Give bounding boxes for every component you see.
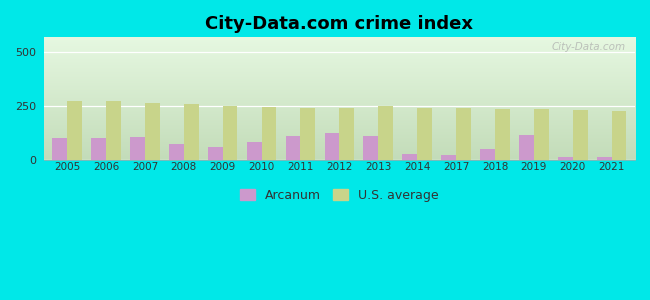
Legend: Arcanum, U.S. average: Arcanum, U.S. average <box>235 184 444 207</box>
Bar <box>145 103 160 160</box>
Bar <box>378 106 393 160</box>
Bar <box>558 157 573 160</box>
Bar <box>130 137 145 160</box>
Bar <box>534 110 549 160</box>
Bar <box>480 149 495 160</box>
Bar <box>402 154 417 160</box>
Bar <box>417 108 432 160</box>
Bar <box>456 108 471 160</box>
Bar <box>300 108 315 160</box>
Bar <box>52 138 67 160</box>
Bar <box>573 110 588 160</box>
Bar <box>324 134 339 160</box>
Bar <box>612 111 627 160</box>
Text: City-Data.com: City-Data.com <box>552 42 626 52</box>
Bar <box>184 104 198 160</box>
Bar <box>67 101 82 160</box>
Bar <box>363 136 378 160</box>
Bar <box>286 136 300 160</box>
Bar <box>91 138 106 160</box>
Bar <box>597 157 612 160</box>
Bar <box>495 109 510 160</box>
Bar <box>223 106 237 160</box>
Bar <box>441 155 456 160</box>
Bar <box>339 108 354 160</box>
Title: City-Data.com crime index: City-Data.com crime index <box>205 15 473 33</box>
Bar <box>169 143 184 160</box>
Bar <box>208 147 223 160</box>
Bar <box>261 107 276 160</box>
Bar <box>519 135 534 160</box>
Bar <box>106 101 121 160</box>
Bar <box>247 142 261 160</box>
